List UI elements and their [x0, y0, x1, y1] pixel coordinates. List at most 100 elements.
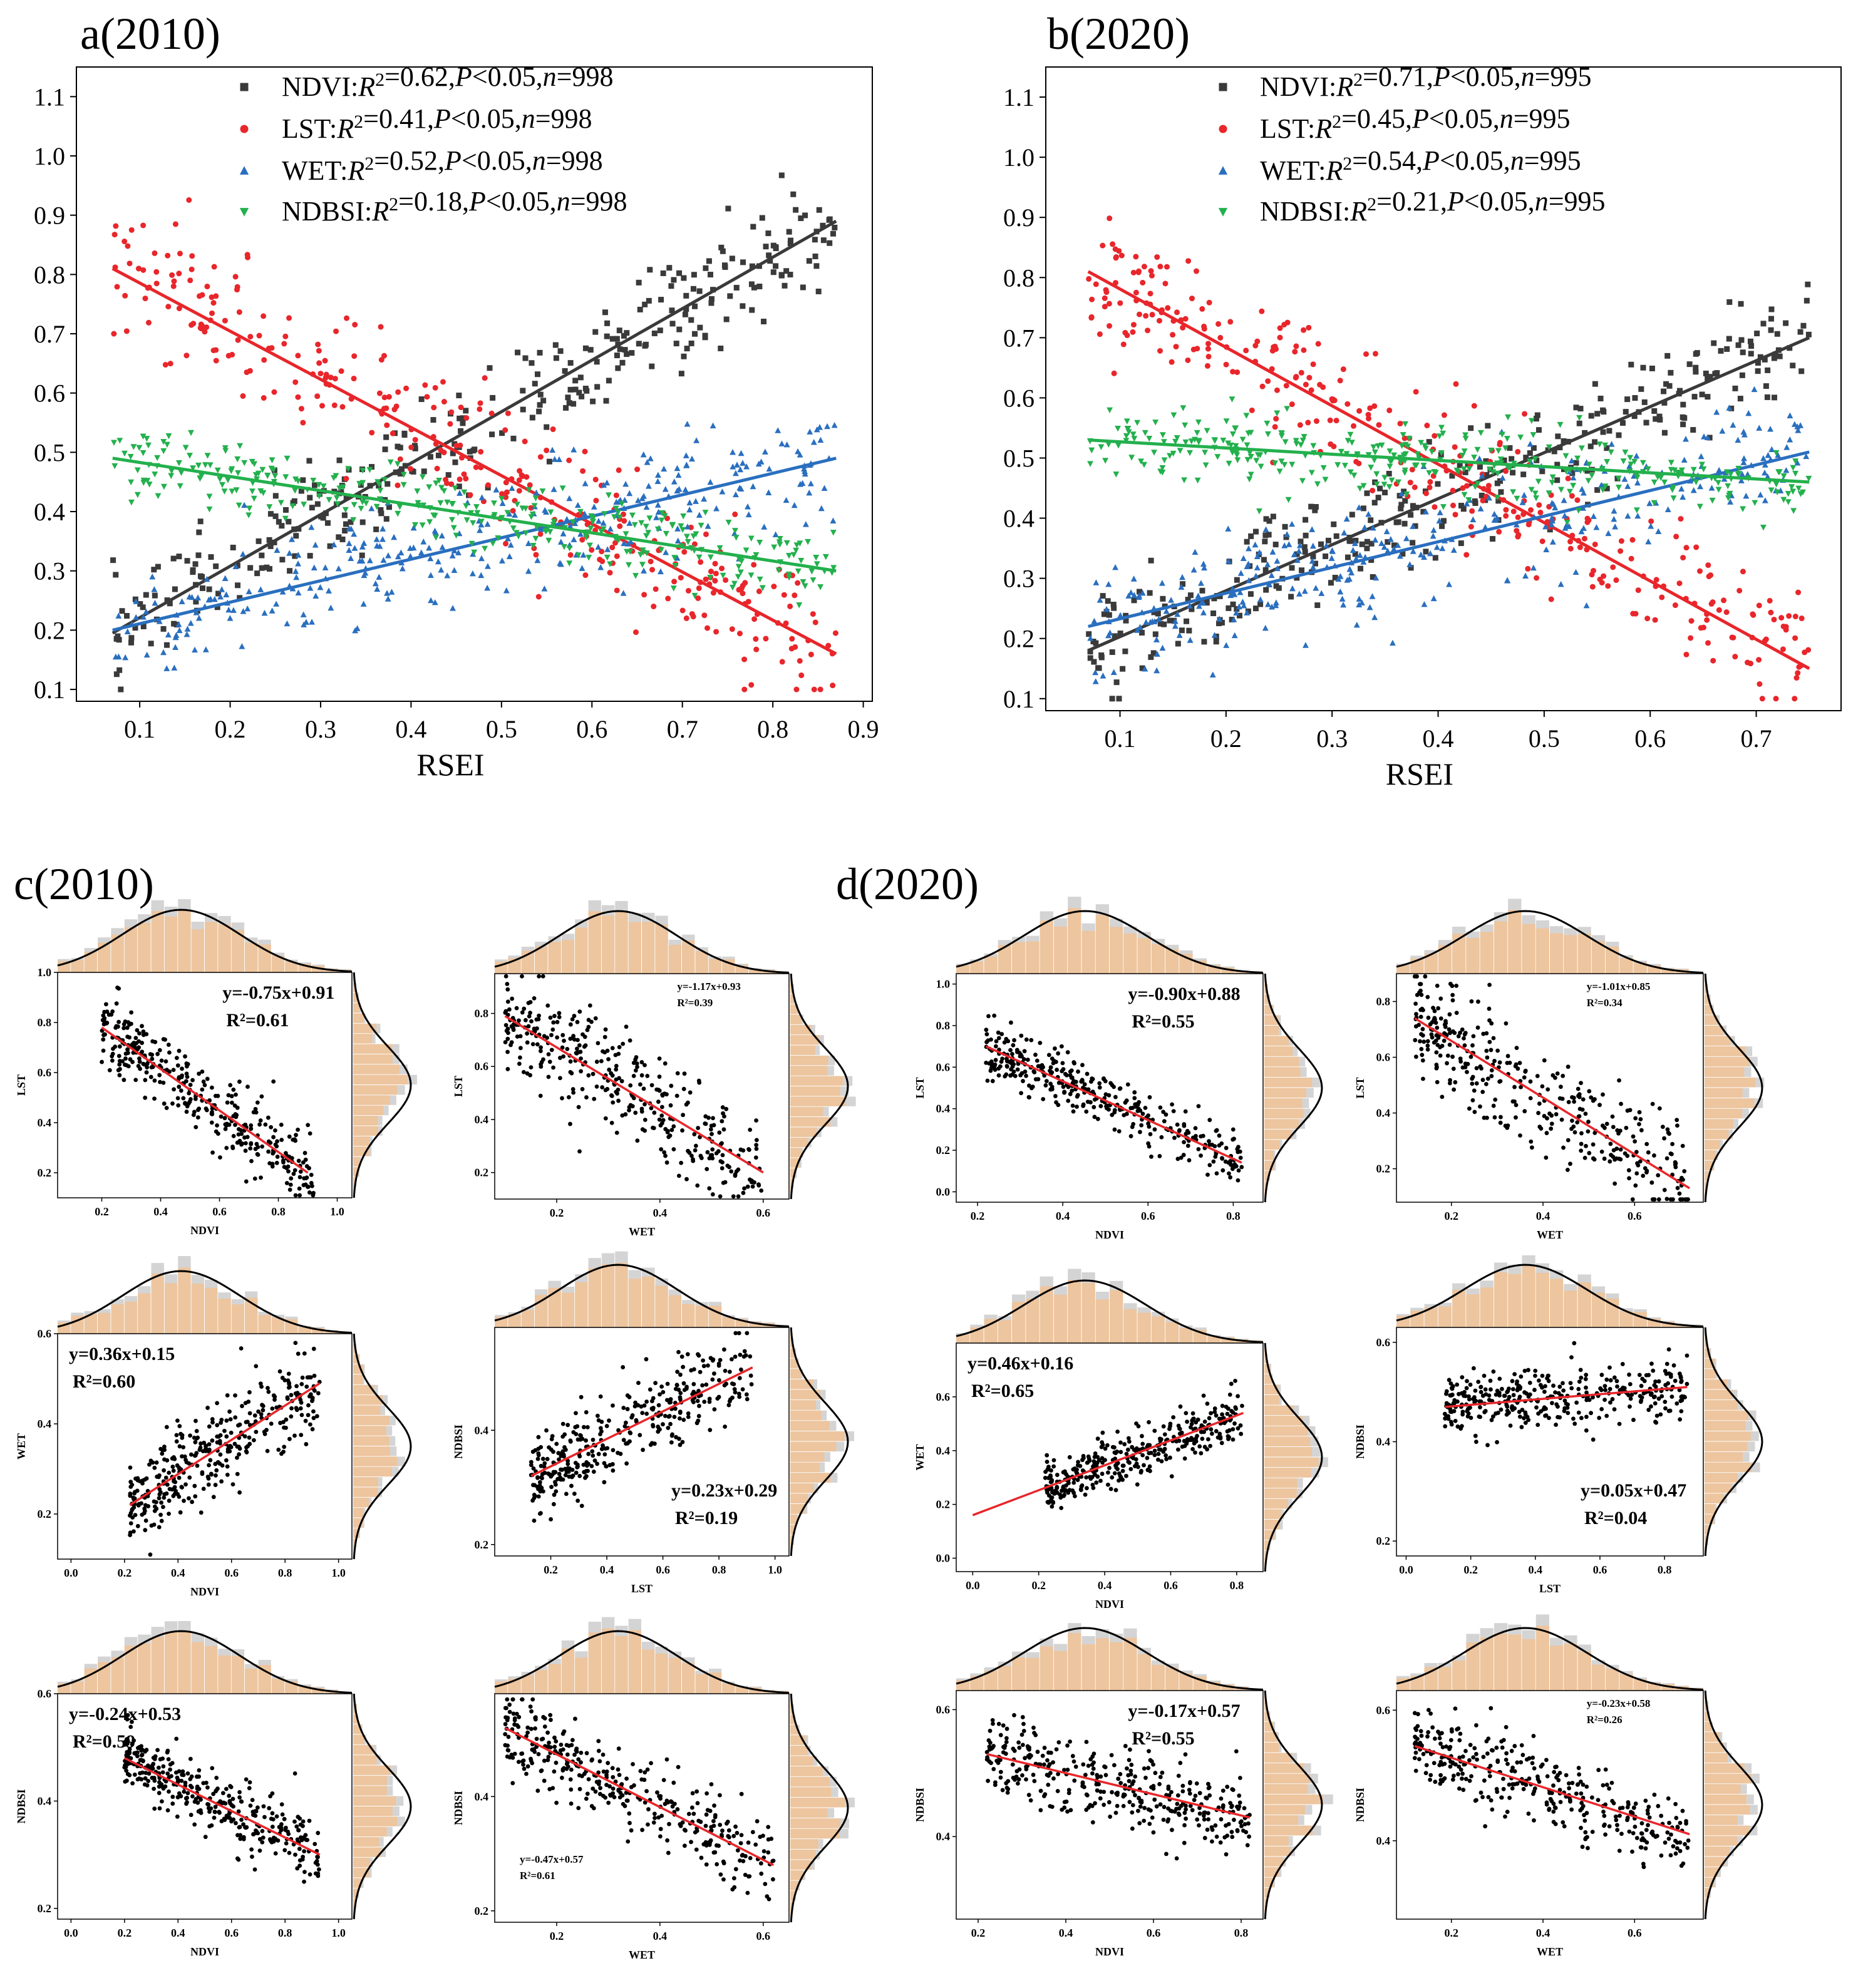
data-point — [584, 1438, 588, 1443]
data-point — [1373, 482, 1380, 488]
kde-bar — [178, 1632, 191, 1694]
data-point — [1323, 542, 1330, 549]
data-point — [261, 1408, 266, 1413]
data-point — [269, 1125, 274, 1130]
data-point — [1792, 470, 1799, 477]
data-point — [612, 540, 619, 546]
data-point — [187, 277, 193, 284]
data-point — [132, 625, 138, 631]
data-point — [510, 996, 515, 1001]
data-point — [712, 578, 718, 584]
data-point — [1439, 523, 1445, 529]
data-point — [279, 589, 286, 595]
data-point — [172, 221, 178, 227]
data-point — [788, 646, 795, 652]
kde-bar — [790, 1431, 845, 1441]
data-point — [225, 1464, 230, 1469]
data-point — [150, 1064, 155, 1069]
kde-curve — [353, 972, 412, 1198]
data-point — [649, 567, 656, 573]
data-point — [310, 1399, 314, 1403]
data-point — [218, 1452, 223, 1457]
data-point — [1427, 479, 1433, 485]
data-point — [1182, 422, 1189, 429]
kde-bar — [353, 1816, 398, 1826]
data-point — [275, 1155, 280, 1159]
x-tick-label: 0.8 — [271, 1205, 286, 1218]
data-point — [443, 480, 450, 487]
data-point — [271, 1135, 276, 1140]
data-point — [795, 448, 802, 455]
data-point — [1120, 341, 1127, 348]
data-point — [204, 284, 210, 290]
data-point — [1148, 268, 1154, 274]
data-point — [1107, 407, 1113, 414]
data-point — [164, 1491, 169, 1496]
data-point — [596, 1451, 601, 1456]
data-point — [128, 639, 135, 646]
data-point — [536, 1446, 541, 1451]
data-point — [1130, 575, 1137, 582]
data-point — [190, 1078, 195, 1083]
data-point — [1174, 610, 1181, 617]
data-point — [118, 686, 124, 693]
y-tick-label: 0.2 — [34, 616, 65, 644]
data-point — [163, 441, 170, 448]
data-point — [1131, 436, 1138, 442]
data-point — [1606, 428, 1612, 434]
top-marginal — [494, 1251, 790, 1328]
data-point — [386, 504, 392, 510]
data-point — [1262, 624, 1269, 631]
data-point — [359, 467, 366, 474]
data-point — [307, 1131, 312, 1136]
data-point — [586, 1073, 591, 1078]
data-point — [201, 1079, 206, 1084]
data-point — [546, 1074, 551, 1079]
data-point — [418, 549, 425, 555]
data-point — [580, 552, 587, 558]
data-point — [1420, 462, 1427, 469]
data-point — [1410, 523, 1416, 529]
data-point — [171, 278, 177, 284]
data-point — [720, 572, 726, 579]
data-point — [254, 1141, 259, 1146]
data-point — [1629, 537, 1636, 543]
data-point — [1371, 403, 1378, 409]
data-point — [533, 489, 540, 496]
data-point — [121, 239, 128, 245]
data-point — [215, 1401, 220, 1406]
data-point — [1338, 448, 1344, 455]
data-point — [766, 465, 773, 472]
kde-bar — [353, 1044, 393, 1054]
data-point — [232, 1103, 237, 1108]
data-point — [214, 467, 221, 474]
data-point — [441, 488, 448, 495]
data-point — [745, 599, 751, 605]
data-point — [251, 1110, 256, 1115]
data-point — [1167, 453, 1173, 459]
data-point — [237, 1079, 242, 1084]
data-point — [328, 374, 334, 381]
r2-label: R²=0.60 — [73, 1371, 135, 1392]
kde-bar — [353, 1446, 390, 1456]
data-point — [1558, 487, 1564, 493]
data-point — [649, 363, 655, 369]
data-point — [675, 471, 682, 478]
x-tick-label: 0.2 — [215, 715, 246, 743]
data-point — [137, 1059, 142, 1064]
data-point — [219, 1479, 224, 1484]
data-point — [1422, 508, 1429, 515]
data-point — [562, 1038, 566, 1043]
x-tick-label: 0.4 — [171, 1567, 185, 1579]
data-point — [254, 1429, 259, 1434]
data-point — [473, 464, 479, 470]
fit-line — [101, 1026, 309, 1174]
data-point — [1611, 507, 1618, 514]
data-point — [616, 514, 623, 521]
data-point — [618, 1451, 623, 1456]
data-point — [1201, 564, 1207, 571]
data-point — [681, 1418, 686, 1423]
data-point — [207, 462, 214, 468]
data-point — [296, 1828, 301, 1833]
data-point — [537, 1480, 542, 1485]
